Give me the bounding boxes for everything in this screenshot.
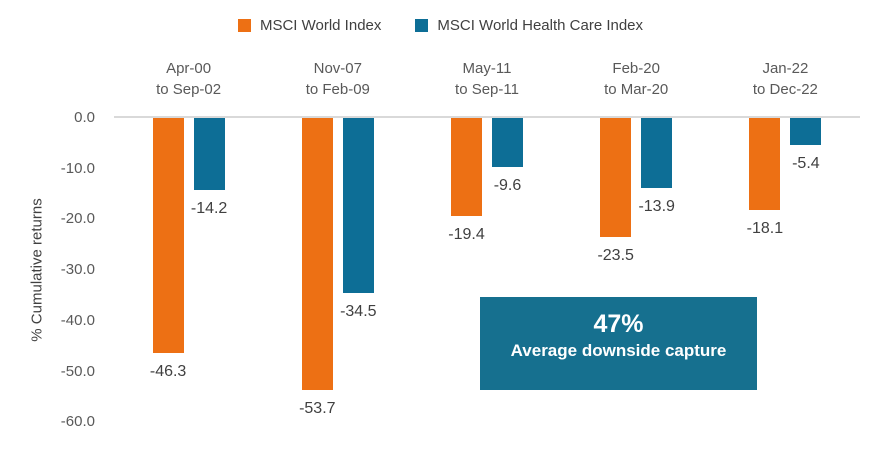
msci-health-care-bar bbox=[492, 118, 523, 167]
bar-value-label: -19.4 bbox=[448, 226, 485, 243]
msci-world-bar bbox=[749, 118, 781, 210]
x-category-line2: to Mar-20 bbox=[604, 81, 669, 98]
legend-label: MSCI World Health Care Index bbox=[437, 17, 644, 34]
x-category-line1: Nov-07 bbox=[313, 60, 362, 77]
x-category-label: May-11 to Sep-11 bbox=[412, 58, 562, 100]
x-category-label: Apr-00 to Sep-02 bbox=[114, 58, 264, 100]
legend-label: MSCI World Index bbox=[259, 17, 382, 34]
y-tick-label: -20.0 bbox=[60, 210, 95, 228]
legend-item-health-care: MSCI World Health Care Index bbox=[415, 17, 643, 34]
x-category-line2: to Feb-09 bbox=[305, 81, 370, 98]
msci-world-bar bbox=[301, 118, 333, 390]
y-tick-label: -10.0 bbox=[60, 159, 95, 177]
msci-world-bar bbox=[152, 118, 184, 353]
x-category-label: Nov-07 to Feb-09 bbox=[263, 58, 413, 100]
downside-capture-callout: 47% Average downside capture bbox=[480, 297, 757, 390]
msci-health-care-bar bbox=[641, 118, 673, 188]
bar-value-label: -23.5 bbox=[597, 247, 634, 264]
msci-health-care-bar bbox=[790, 118, 822, 145]
bar-value-label: -46.3 bbox=[149, 363, 187, 380]
bar-value-label: -5.4 bbox=[792, 155, 820, 172]
legend: MSCI World Index MSCI World Health Care I… bbox=[0, 17, 881, 34]
x-category-label: Feb-20 to Mar-20 bbox=[561, 58, 711, 100]
x-category-line1: Apr-00 bbox=[166, 60, 212, 77]
bar-value-label: -53.7 bbox=[299, 400, 336, 417]
bar-value-label: -13.9 bbox=[638, 198, 675, 215]
y-tick-label: 0.0 bbox=[74, 109, 95, 126]
msci-health-care-bar bbox=[342, 118, 374, 293]
msci-world-bar bbox=[451, 118, 482, 216]
callout-subtext: Average downside capture bbox=[510, 341, 727, 360]
x-category-line1: Feb-20 bbox=[612, 60, 660, 77]
y-tick-label: -60.0 bbox=[60, 413, 95, 431]
bar-value-label: -14.2 bbox=[190, 200, 228, 217]
legend-swatch-icon bbox=[237, 19, 251, 32]
x-category-line2: to Sep-11 bbox=[455, 81, 519, 98]
x-category-line2: to Sep-02 bbox=[156, 81, 222, 98]
bar-value-label: -34.5 bbox=[340, 303, 377, 320]
x-category-label: Jan-22 to Dec-22 bbox=[710, 58, 860, 100]
bar-value-label: -9.6 bbox=[493, 177, 522, 194]
zero-axis-line bbox=[114, 116, 860, 118]
x-category-line2: to Dec-22 bbox=[752, 81, 818, 98]
x-category-line1: Jan-22 bbox=[762, 60, 809, 77]
x-category-line1: May-11 bbox=[462, 60, 512, 77]
y-tick-label: -50.0 bbox=[60, 362, 95, 380]
legend-item-world: MSCI World Index bbox=[237, 17, 382, 34]
y-tick-label: -40.0 bbox=[60, 311, 95, 329]
y-tick-label: -30.0 bbox=[60, 261, 95, 279]
callout-headline: 47% bbox=[593, 310, 644, 338]
msci-world-bar bbox=[600, 118, 632, 237]
legend-swatch-icon bbox=[415, 19, 429, 32]
bar-value-label: -18.1 bbox=[746, 220, 784, 237]
msci-health-care-bar bbox=[193, 118, 225, 190]
